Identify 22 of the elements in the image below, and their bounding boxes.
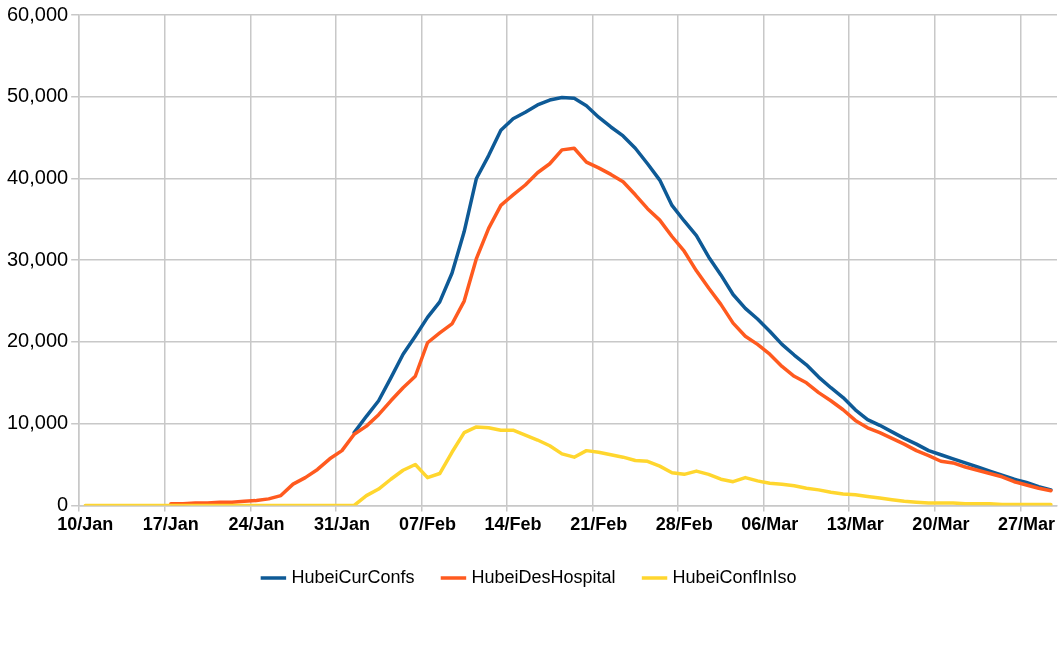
legend-label: HubeiCurConfs <box>291 566 415 587</box>
legend-label: HubeiDesHospital <box>471 566 616 587</box>
x-tick-label: 17/Jan <box>142 514 199 535</box>
x-tick-label: 10/Jan <box>57 514 114 535</box>
x-tick-label: 31/Jan <box>313 514 370 535</box>
x-tick-label: 13/Mar <box>826 514 884 535</box>
x-tick-label: 27/Mar <box>997 514 1055 535</box>
y-tick-label: 60,000 <box>7 2 69 25</box>
y-tick-label: 50,000 <box>7 84 69 107</box>
x-tick-label: 28/Feb <box>655 514 713 535</box>
x-tick-label: 07/Feb <box>399 514 457 535</box>
x-tick-label: 21/Feb <box>570 514 628 535</box>
x-tick-label: 06/Mar <box>741 514 799 535</box>
x-tick-label: 20/Mar <box>912 514 970 535</box>
y-tick-label: 40,000 <box>7 165 69 188</box>
legend-label: HubeiConfInIso <box>672 566 797 587</box>
y-tick-label: 30,000 <box>7 247 69 270</box>
y-tick-label: 10,000 <box>7 411 69 434</box>
y-tick-label: 0 <box>57 492 69 515</box>
y-tick-label: 20,000 <box>7 329 69 352</box>
x-tick-label: 24/Jan <box>228 514 285 535</box>
x-tick-label: 14/Feb <box>484 514 542 535</box>
